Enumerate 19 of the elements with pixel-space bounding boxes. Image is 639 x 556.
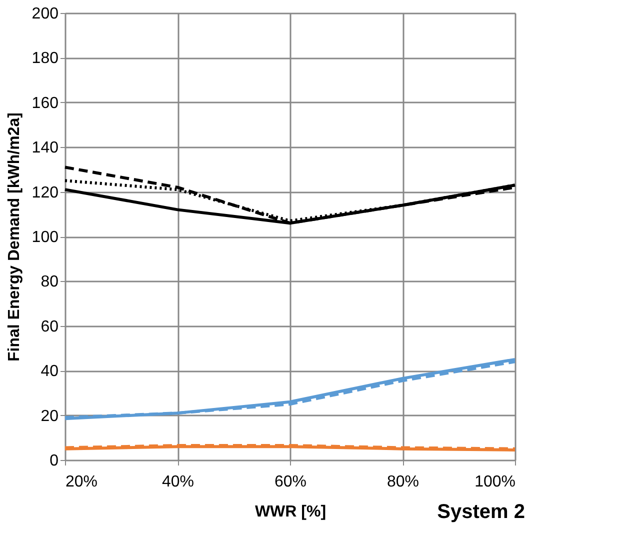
y-tick-label: 20 xyxy=(40,408,59,425)
y-tick-label: 120 xyxy=(32,184,59,202)
x-tick-label: 100% xyxy=(474,474,516,490)
y-tick-label: 200 xyxy=(32,6,59,22)
x-tick-label: 20% xyxy=(66,474,98,490)
text: System 2 xyxy=(437,501,525,523)
x-tick-label: 80% xyxy=(386,474,420,490)
y-tick-label: 160 xyxy=(32,94,59,112)
y-tick-label: 0 xyxy=(50,452,59,470)
y-tick-label: 80 xyxy=(40,274,59,291)
x-tick-label: 40% xyxy=(162,474,194,490)
y-tick-label: 60 xyxy=(40,318,59,336)
x-axis-title: WWR [%] xyxy=(254,504,326,520)
x-tick-label: 60% xyxy=(274,474,307,490)
y-tick-label: 40 xyxy=(40,363,59,380)
y-tick-label: 180 xyxy=(32,50,59,68)
y-axis-title: Final Energy Demand [kWh/m2a] xyxy=(6,112,23,362)
y-tick-label: 140 xyxy=(32,140,59,157)
y-tick-label: 100 xyxy=(32,229,59,246)
